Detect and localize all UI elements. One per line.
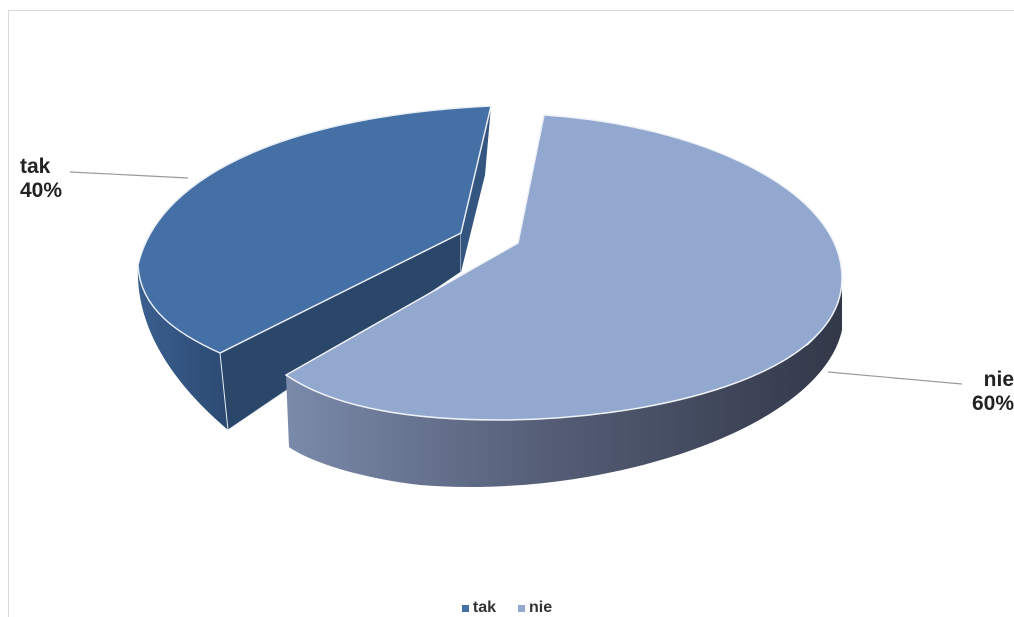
chart-border-top xyxy=(8,10,1014,11)
data-label-tak-percent: 40% xyxy=(20,179,63,202)
slice-nie-top xyxy=(284,114,843,421)
leader-line-nie xyxy=(827,371,963,385)
data-label-nie-percent: 60% xyxy=(971,392,1014,415)
slice-nie[interactable] xyxy=(284,114,843,488)
data-label-tak: tak 40% xyxy=(20,155,62,203)
legend-item-nie[interactable]: nie xyxy=(518,599,552,617)
data-label-nie: nie 60% xyxy=(940,368,1014,416)
leader-line-tak xyxy=(69,171,189,179)
chart-legend: tak nie xyxy=(0,599,1014,617)
chart-border-left xyxy=(8,10,9,617)
legend-swatch-nie xyxy=(518,604,525,612)
legend-swatch-tak xyxy=(461,604,469,612)
data-label-nie-category: nie xyxy=(983,368,1014,391)
legend-label-nie: nie xyxy=(529,599,553,616)
data-label-tak-category: tak xyxy=(20,155,51,178)
slice-nie-side xyxy=(286,278,842,488)
slice-tak[interactable] xyxy=(137,105,492,431)
legend-item-tak[interactable]: tak xyxy=(461,599,496,617)
slice-tak-top xyxy=(137,105,492,354)
legend-label-tak: tak xyxy=(472,599,496,616)
slice-tak-edge xyxy=(461,106,491,272)
slice-tak-side xyxy=(137,265,228,430)
